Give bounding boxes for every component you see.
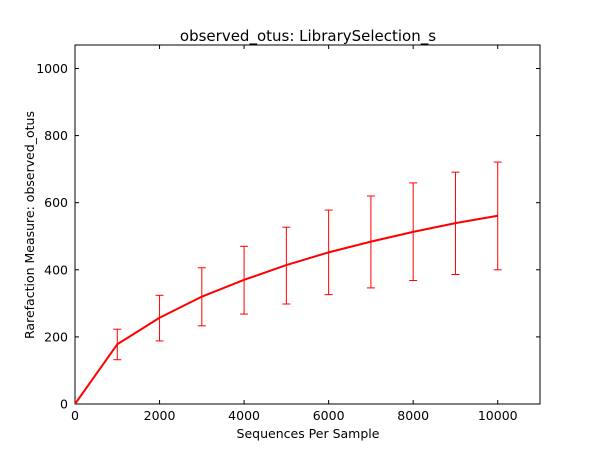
- y-tick-label-400: 400: [44, 262, 68, 277]
- x-tick-label-2000: 2000: [144, 408, 176, 423]
- series-line-0: [74, 214, 498, 405]
- chart-title: observed_otus: LibrarySelection_s: [180, 27, 436, 46]
- y-tick-label-800: 800: [44, 128, 68, 143]
- x-tick-label-0: 0: [71, 408, 79, 423]
- x-tick-label-10000: 10000: [478, 408, 518, 423]
- y-tick-label-0: 0: [60, 397, 68, 412]
- y-tick-label-200: 200: [44, 329, 68, 344]
- y-axis-label: Rarefaction Measure: observed_otus: [22, 111, 37, 339]
- x-tick-label-6000: 6000: [313, 408, 345, 423]
- x-axis-label: Sequences Per Sample: [237, 426, 380, 441]
- x-tick-label-4000: 4000: [228, 408, 260, 423]
- y-tick-label-600: 600: [44, 195, 68, 210]
- y-tick-label-1000: 1000: [36, 61, 68, 76]
- plot-area: 0 2000 4000 6000 8000 10000 0 200 400 600 800 1000: [36, 44, 541, 423]
- x-tick-label-8000: 8000: [397, 408, 429, 423]
- plot-frame: [74, 44, 541, 405]
